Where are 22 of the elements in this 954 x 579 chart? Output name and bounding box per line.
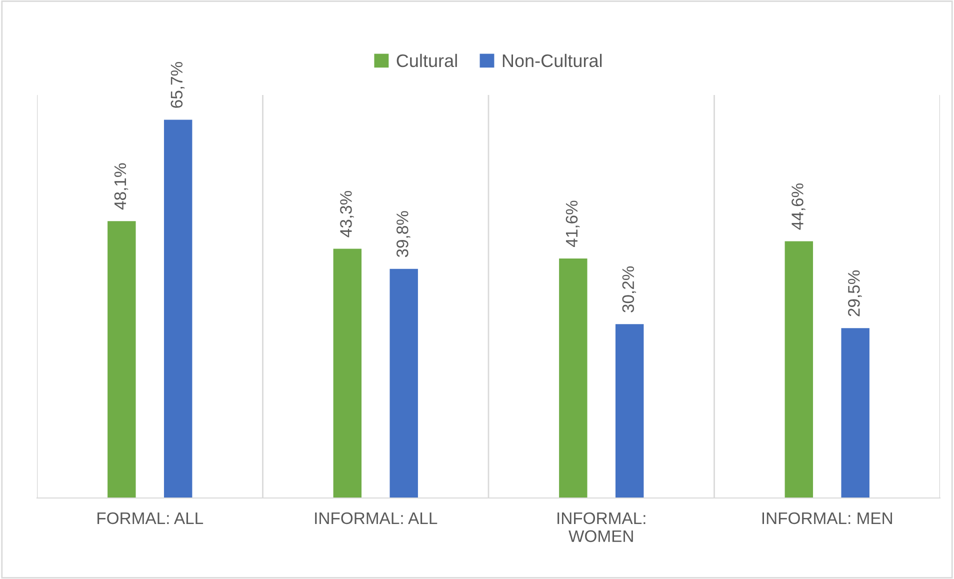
data-label: 43,3% <box>340 190 354 238</box>
bar <box>615 324 644 498</box>
bar <box>108 221 136 498</box>
x-tick-label: INFORMAL: MEN <box>762 512 892 524</box>
bar <box>333 248 362 498</box>
data-label: 41,6% <box>566 200 580 248</box>
data-label: 44,6% <box>792 183 806 230</box>
bar <box>559 258 588 498</box>
data-label: 39,8% <box>396 211 410 258</box>
x-tick-label: INFORMAL: ALL <box>315 512 438 524</box>
data-label: 29,5% <box>848 270 862 316</box>
legend-label: Cultural <box>396 54 457 68</box>
x-tick-label: INFORMAL: WOMEN <box>558 512 646 542</box>
bar <box>164 120 192 498</box>
data-label: 65,7% <box>170 62 185 108</box>
bar <box>390 268 418 498</box>
data-label: 30,2% <box>622 266 636 312</box>
legend-label: Non-Cultural <box>502 54 602 68</box>
data-label: 48,1% <box>114 163 128 210</box>
bar <box>841 328 870 498</box>
x-tick-label: FORMAL: ALL <box>98 512 204 524</box>
bar <box>784 241 814 498</box>
